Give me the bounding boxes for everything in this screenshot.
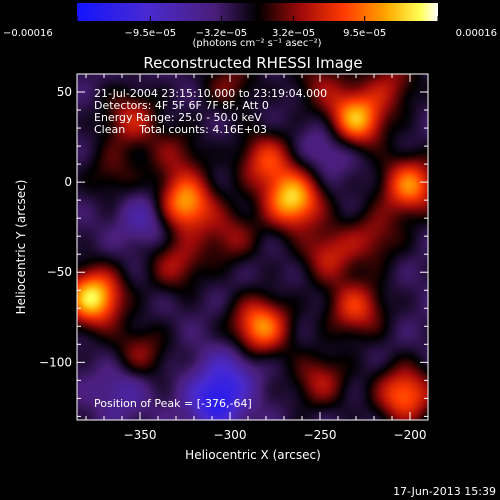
colorbar-tick-label: −9.5e−05 <box>125 28 177 39</box>
annotation-clean: Clean Total counts: 4.16E+03 <box>94 123 267 136</box>
plot-frame <box>76 73 429 421</box>
colorbar-tick-label: 3.2e−05 <box>272 28 315 39</box>
colorbar-tick-label: −0.00016 <box>3 28 53 39</box>
colorbar-tick-label: −3.2e−05 <box>196 28 248 39</box>
y-axis-ticks: 50 0 −50 −100 <box>39 73 428 417</box>
y-tick-label: −100 <box>39 355 72 369</box>
heatmap <box>77 74 428 420</box>
y-tick-label: 0 <box>64 175 72 189</box>
heatmap-image <box>77 74 428 420</box>
colorbar-ticks: −0.00016 −9.5e−05 −3.2e−05 3.2e−05 9.5e−05 0.… <box>3 16 497 39</box>
x-tick-label: −200 <box>394 428 427 442</box>
footer-date: 17-Jun-2013 15:39 <box>393 485 496 498</box>
chart-title: Reconstructed RHESSI Image <box>143 54 362 72</box>
y-tick-label: −50 <box>47 265 72 279</box>
y-axis-label: Heliocentric Y (arcsec) <box>14 180 28 315</box>
x-tick-label: −300 <box>214 428 247 442</box>
y-tick-label: 50 <box>57 85 72 99</box>
colorbar-tick-label: 0.00016 <box>456 28 497 39</box>
x-axis-label: Heliocentric X (arcsec) <box>185 448 321 462</box>
annotation-energy: Energy Range: 25.0 - 50.0 keV <box>94 111 262 124</box>
colorbar-unit-label: (photons cm⁻² s⁻¹ asec⁻²) <box>192 38 321 49</box>
x-tick-label: −350 <box>124 428 157 442</box>
colorbar-gradient <box>77 3 438 21</box>
annotation-detectors: Detectors: 4F 5F 6F 7F 8F, Att 0 <box>94 99 269 112</box>
x-axis-ticks: −350 −300 −250 −200 <box>85 74 429 442</box>
annotation-peak: Position of Peak = [-376,-64] <box>94 397 252 410</box>
colorbar: −0.00016 −9.5e−05 −3.2e−05 3.2e−05 9.5e−05 0.… <box>3 3 497 49</box>
x-tick-label: −250 <box>304 428 337 442</box>
colorbar-tick-label: 9.5e−05 <box>343 28 386 39</box>
annotation-time: 21-Jul-2004 23:15:10.000 to 23:19:04.000 <box>94 87 327 100</box>
